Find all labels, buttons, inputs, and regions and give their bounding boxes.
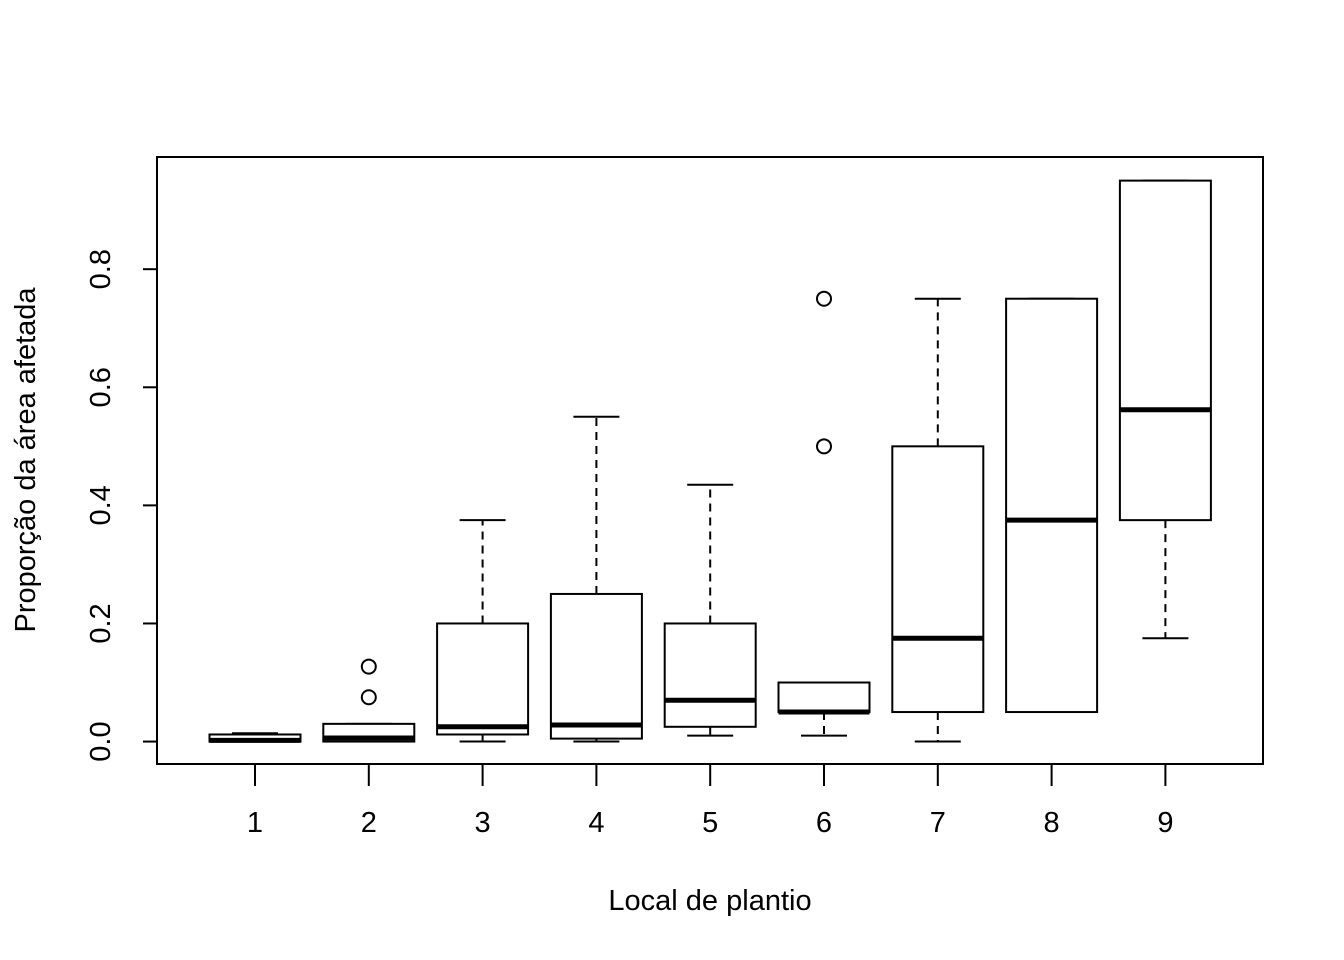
x-axis: 1 2 3 4 5 6 7 8 9 [247,764,1173,839]
y-tick-label: 0.4 [85,485,117,525]
box-group-7 [891,297,985,743]
x-tick-label: 8 [1044,807,1060,839]
outlier-point [360,658,377,675]
iqr-box [436,622,530,736]
box-group-1 [208,732,302,743]
y-tick-label: 0.6 [85,367,117,407]
x-tick-label: 3 [475,807,491,839]
x-tick-label: 2 [361,807,377,839]
x-tick-label: 1 [247,807,263,839]
box-group-6 [777,290,871,737]
iqr-box [1118,179,1212,522]
y-axis-title: Proporção da área afetada [10,287,42,633]
iqr-box [549,592,643,740]
x-tick-label: 7 [930,807,946,839]
boxes-layer [208,179,1212,743]
box-group-9 [1118,179,1212,640]
iqr-box [663,622,757,728]
outlier-point [360,689,377,706]
x-tick-label: 4 [588,807,604,839]
x-tick-label: 6 [816,807,832,839]
x-tick-label: 5 [702,807,718,839]
y-tick-label: 0.8 [85,249,117,289]
box-group-2 [322,658,416,743]
box-group-4 [549,415,643,743]
box-group-8 [1005,297,1099,714]
box-group-3 [436,519,530,743]
box-group-5 [663,483,757,737]
y-tick-label: 0.2 [85,603,117,643]
y-axis: 0.0 0.2 0.4 0.6 0.8 [85,249,157,762]
outlier-point [816,290,832,307]
outlier-point [816,438,832,455]
iqr-box [891,445,985,714]
iqr-box [1005,297,1099,714]
x-tick-label: 9 [1157,807,1173,839]
x-axis-title: Local de plantio [608,885,811,917]
iqr-box [777,681,871,714]
y-tick-label: 0.0 [85,721,117,761]
